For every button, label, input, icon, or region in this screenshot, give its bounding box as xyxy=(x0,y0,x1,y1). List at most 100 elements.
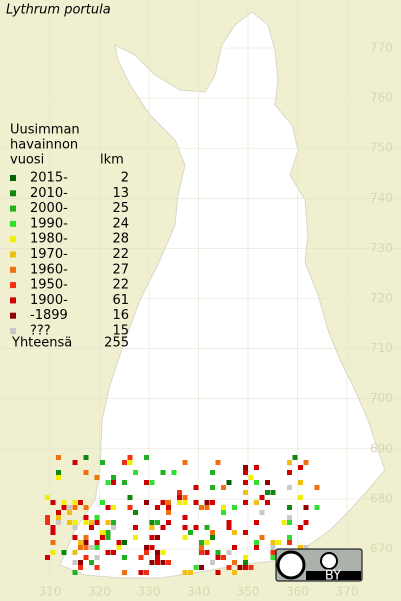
record-square xyxy=(182,500,188,505)
record-square xyxy=(210,560,215,565)
y-tick-label: 700 xyxy=(370,391,393,405)
record-square xyxy=(105,505,111,510)
legend-count: 2 xyxy=(121,171,129,186)
legend-label: 1960- xyxy=(30,262,68,277)
legend-swatch xyxy=(10,251,16,258)
records xyxy=(45,455,320,575)
y-tick-label: 680 xyxy=(370,491,393,505)
record-square xyxy=(221,510,226,515)
legend-count: 28 xyxy=(112,232,129,247)
record-square xyxy=(72,500,78,505)
record-square xyxy=(72,520,78,525)
record-square xyxy=(89,545,94,550)
record-square xyxy=(67,505,72,510)
record-square xyxy=(160,525,166,530)
record-square xyxy=(94,475,100,480)
record-square xyxy=(248,475,254,480)
record-square xyxy=(72,550,78,555)
record-square xyxy=(265,490,270,495)
legend-count: 25 xyxy=(112,201,129,216)
record-square xyxy=(199,565,204,570)
record-square xyxy=(83,515,89,520)
record-square xyxy=(193,525,199,530)
legend-heading: vuosi xyxy=(10,153,44,168)
record-square xyxy=(221,485,226,490)
record-square xyxy=(122,540,127,545)
y-tick-label: 670 xyxy=(370,542,393,556)
record-square xyxy=(89,520,94,525)
record-square xyxy=(149,480,155,485)
legend-total: 255 xyxy=(104,336,129,351)
record-square xyxy=(232,530,237,535)
record-square xyxy=(56,455,61,460)
record-square xyxy=(45,515,50,520)
legend-count: 22 xyxy=(112,278,129,293)
record-square xyxy=(94,515,100,520)
cc-badge: BY xyxy=(275,548,363,584)
record-square xyxy=(144,500,149,505)
record-square xyxy=(303,505,309,510)
record-square xyxy=(155,560,160,565)
record-square xyxy=(89,525,94,530)
record-square xyxy=(133,535,138,540)
record-square xyxy=(287,535,292,540)
badge-strip xyxy=(306,571,361,580)
record-square xyxy=(215,570,221,575)
record-square xyxy=(243,560,248,565)
title: Lythrum portula xyxy=(6,3,111,18)
record-square xyxy=(61,505,67,510)
record-square xyxy=(149,560,155,565)
record-square xyxy=(72,535,78,540)
record-square xyxy=(133,525,138,530)
record-square xyxy=(243,490,248,495)
record-square xyxy=(254,500,259,505)
legend-count: 24 xyxy=(112,216,129,231)
record-square xyxy=(50,550,56,555)
legend-count: 27 xyxy=(112,262,129,277)
record-square xyxy=(160,470,166,475)
record-square xyxy=(89,560,94,565)
record-square xyxy=(160,560,166,565)
record-square xyxy=(298,480,303,485)
record-square xyxy=(72,570,78,575)
record-square xyxy=(127,505,133,510)
record-square xyxy=(193,565,199,570)
record-square xyxy=(72,505,78,510)
record-square xyxy=(204,500,210,505)
legend-swatch xyxy=(10,205,16,212)
record-square xyxy=(56,470,61,475)
record-square xyxy=(182,570,188,575)
legend-label: 1970- xyxy=(30,247,68,262)
record-square xyxy=(243,465,248,470)
record-square xyxy=(215,460,221,465)
legend-label: 2000- xyxy=(30,201,68,216)
record-square xyxy=(83,540,89,545)
record-square xyxy=(177,500,182,505)
record-square xyxy=(254,480,259,485)
x-tick-label: 320 xyxy=(88,585,111,599)
record-square xyxy=(149,525,155,530)
record-square xyxy=(144,480,149,485)
record-square xyxy=(111,525,116,530)
record-square xyxy=(149,535,155,540)
legend-swatch xyxy=(10,297,16,304)
record-square xyxy=(122,460,127,465)
record-square xyxy=(56,520,61,525)
record-square xyxy=(111,550,116,555)
record-square xyxy=(314,505,320,510)
record-square xyxy=(215,555,221,560)
record-square xyxy=(199,550,204,555)
record-square xyxy=(270,555,276,560)
record-square xyxy=(111,475,116,480)
record-square xyxy=(100,535,105,540)
record-square xyxy=(105,550,111,555)
record-square xyxy=(50,525,56,530)
record-square xyxy=(67,520,72,525)
record-square xyxy=(199,545,204,550)
record-square xyxy=(144,550,149,555)
record-square xyxy=(177,495,182,500)
record-square xyxy=(210,485,215,490)
record-square xyxy=(94,565,100,570)
record-square xyxy=(166,520,171,525)
record-square xyxy=(94,545,100,550)
